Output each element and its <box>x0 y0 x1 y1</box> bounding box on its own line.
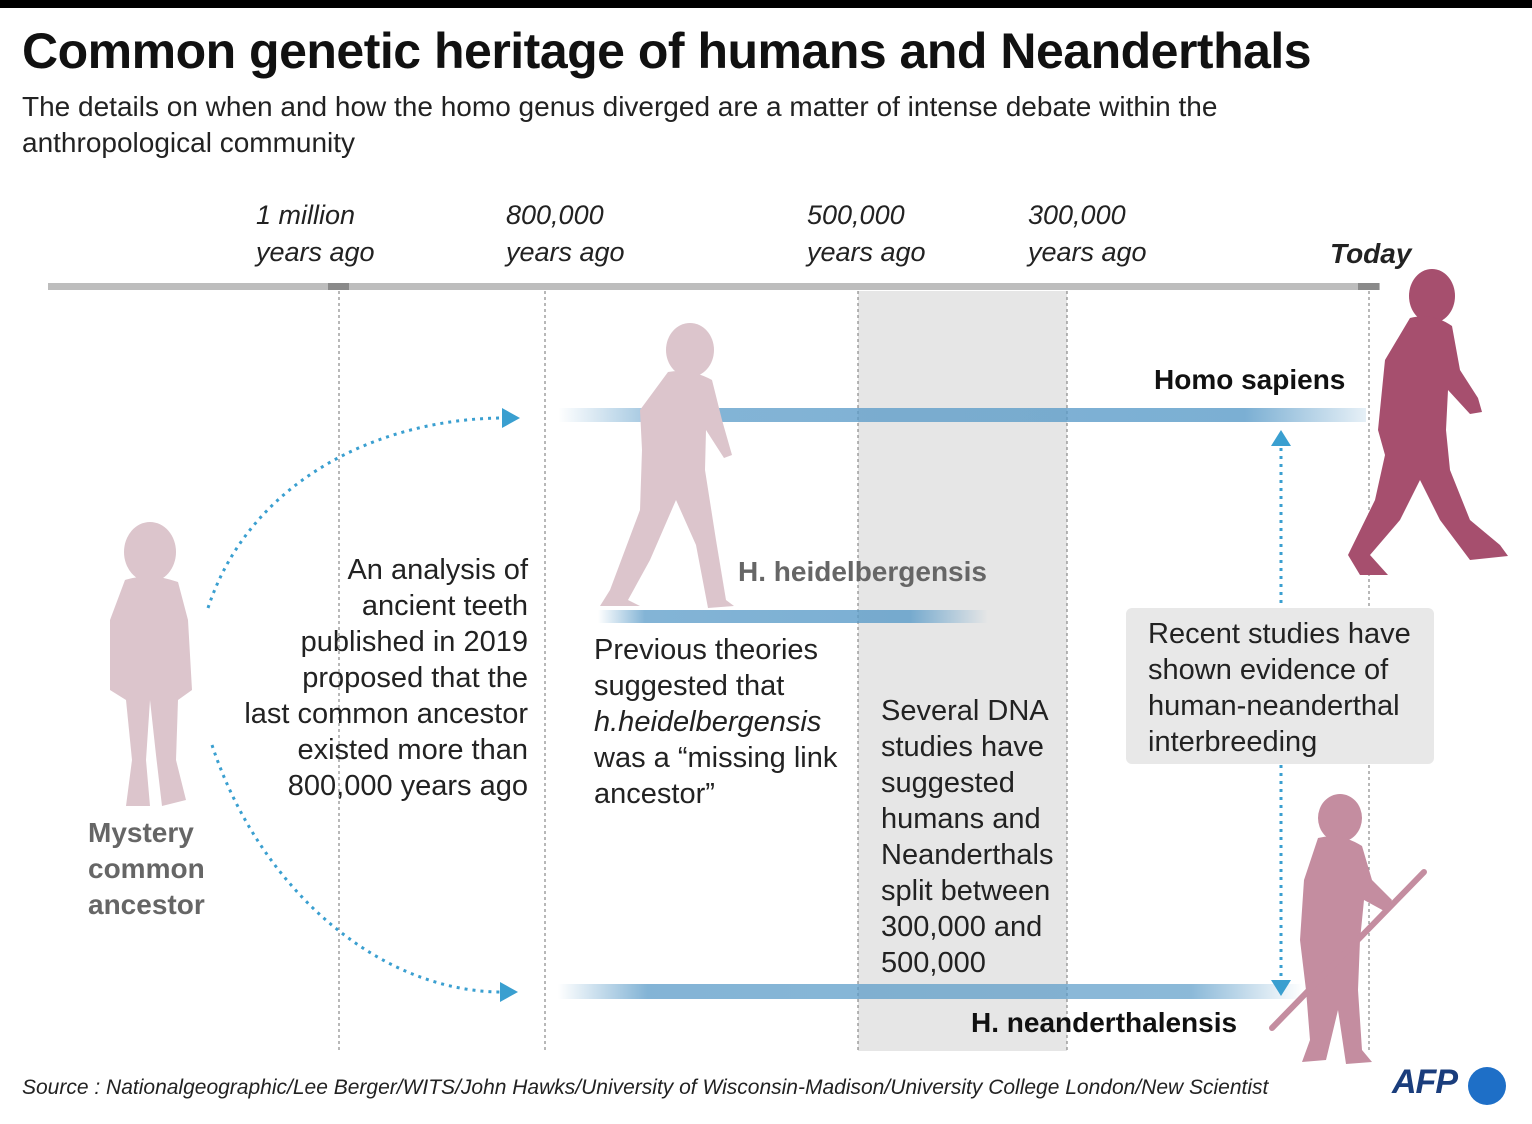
note-line: studies have <box>881 731 1044 763</box>
label-neanderthalensis: H. neanderthalensis <box>971 1007 1238 1038</box>
ancestor-line: common <box>88 853 205 884</box>
tick-line2: years ago <box>256 237 375 267</box>
note-line: last common ancestor <box>244 698 528 730</box>
note-interbreeding-box: Recent studies have shown evidence of hu… <box>1126 608 1434 764</box>
tick-line2: years ago <box>506 237 625 267</box>
page-title: Common genetic heritage of humans and Ne… <box>22 23 1312 79</box>
note-line: proposed that the <box>302 662 528 694</box>
label-homo-sapiens: Homo sapiens <box>1154 364 1346 395</box>
note-line: was a “missing link <box>594 742 838 774</box>
note-line: Previous theories <box>594 634 819 666</box>
ancestor-line: Mystery <box>88 817 194 848</box>
note-line: humans and <box>881 803 1041 835</box>
note-line: 500,000 <box>881 947 986 979</box>
note-line: 800,000 years ago <box>287 770 528 802</box>
tick-label-800000: 800,000 years ago <box>506 197 625 271</box>
heidelbergensis-figure-icon <box>600 323 734 608</box>
note-line: suggested <box>881 767 1015 799</box>
note-line: 300,000 and <box>881 911 1043 943</box>
arrowhead-up-icon <box>1271 430 1291 446</box>
arrowhead-sapiens-icon <box>502 408 520 428</box>
neanderthal-bar <box>558 984 1303 999</box>
note-line: published in 2019 <box>300 626 528 658</box>
label-mystery-ancestor: Mystery common ancestor <box>88 815 205 923</box>
sapiens-figure-icon <box>1348 269 1508 575</box>
ancestor-figure-icon <box>110 522 192 806</box>
note-line: human-neanderthal <box>1148 690 1400 722</box>
note-line: interbreeding <box>1148 726 1318 758</box>
afp-logo-dot-icon <box>1468 1067 1506 1105</box>
tick-label-300000: 300,000 years ago <box>1028 197 1147 271</box>
tick-line1: 500,000 <box>807 200 905 230</box>
tick-line2: years ago <box>1028 237 1147 267</box>
note-interbreeding-text: Recent studies have shown evidence of hu… <box>1148 616 1438 760</box>
tick-line1: 300,000 <box>1028 200 1126 230</box>
note-line: ancestor” <box>594 778 715 810</box>
arrowhead-neanderthal-icon <box>500 982 518 1002</box>
note-line: h.heidelbergensis <box>594 706 822 738</box>
neanderthal-figure-icon <box>1269 794 1427 1064</box>
note-previous-theories: Previous theories suggested that h.heide… <box>594 632 864 812</box>
timeline-axis <box>48 283 1380 290</box>
tick-label-today: Today <box>1330 238 1412 269</box>
note-line: Neanderthals <box>881 839 1054 871</box>
note-line: existed more than <box>297 734 528 766</box>
tick-line2: years ago <box>807 237 926 267</box>
note-line: Several DNA <box>881 695 1049 727</box>
note-dna-studies: Several DNA studies have suggested human… <box>881 693 1066 981</box>
page-subtitle: The details on when and how the homo gen… <box>22 91 1218 158</box>
tick-mark-today <box>1358 283 1379 290</box>
tick-label-1-million: 1 million years ago <box>256 197 375 271</box>
note-line: suggested that <box>594 670 785 702</box>
note-ancient-teeth: An analysis of ancient teeth published i… <box>200 552 528 804</box>
afp-logo: AFP <box>1392 1063 1458 1101</box>
homo-sapiens-bar <box>558 408 1366 422</box>
arrowhead-down-icon <box>1271 980 1291 996</box>
note-line: shown evidence of <box>1148 654 1389 686</box>
top-rule <box>0 0 1532 8</box>
heidelbergensis-bar <box>598 610 988 623</box>
note-line: Recent studies have <box>1148 618 1411 650</box>
tick-mark-1-million <box>328 283 349 290</box>
note-line: An analysis of <box>347 554 528 586</box>
tick-line1: 800,000 <box>506 200 604 230</box>
note-line: split between <box>881 875 1051 907</box>
note-line: ancient teeth <box>361 590 528 622</box>
tick-label-500000: 500,000 years ago <box>807 197 926 271</box>
label-heidelbergensis: H. heidelbergensis <box>738 556 987 587</box>
tick-line1: 1 million <box>256 200 356 230</box>
ancestor-line: ancestor <box>88 889 205 920</box>
source-credit: Source : Nationalgeographic/Lee Berger/W… <box>22 1076 1269 1099</box>
